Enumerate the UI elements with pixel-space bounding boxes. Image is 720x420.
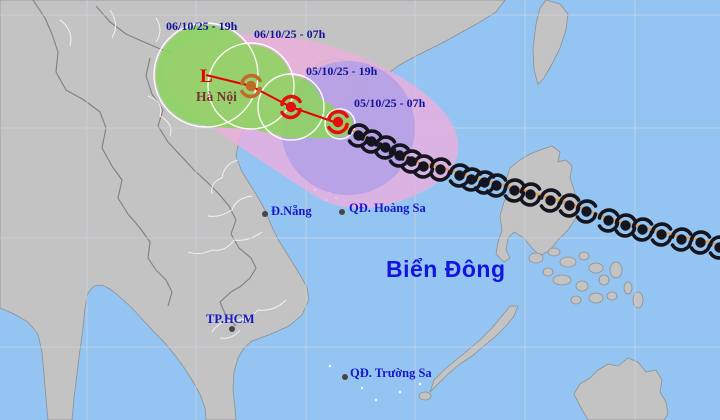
low-pressure-symbol: L xyxy=(200,66,213,87)
island-palawan xyxy=(429,305,519,393)
uncertainty-circle xyxy=(257,73,325,141)
forecast-track-line xyxy=(205,74,341,125)
city-label-danang: Đ.Nẵng xyxy=(271,204,312,218)
forecast-time-label-2: 06/10/25 - 07h xyxy=(254,27,326,41)
forecast-time-label-3: 05/10/25 - 19h xyxy=(306,64,378,78)
island-taiwan xyxy=(532,0,569,85)
city-dots xyxy=(229,209,348,380)
uncertainty-circle xyxy=(207,42,295,130)
city-label-tphcm: TP.HCM xyxy=(206,312,255,326)
sea-name-label: Biển Đông xyxy=(386,256,506,282)
uncertainty-circle xyxy=(153,22,259,128)
archipelago-label-truongsa: QĐ. Trường Sa xyxy=(350,366,432,380)
forecast-time-label-1: 06/10/25 - 19h xyxy=(166,19,238,33)
forecast-storm-symbols: L xyxy=(200,66,349,135)
island-mindanao xyxy=(573,357,669,420)
archipelago-label-hoangsa: QĐ. Hoàng Sa xyxy=(349,201,426,215)
city-label-hanoi: Hà Nội xyxy=(196,89,237,104)
uncertainty-circles xyxy=(153,22,356,141)
forecast-time-label-4: 05/10/25 - 07h xyxy=(354,96,426,110)
